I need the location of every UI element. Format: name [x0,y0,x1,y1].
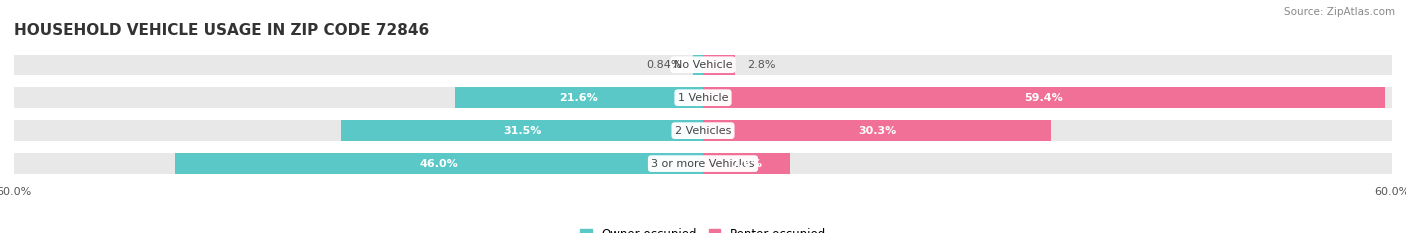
Bar [703,153,790,174]
Bar [703,55,735,75]
Bar [693,55,703,75]
Bar [14,87,1392,108]
Text: 7.6%: 7.6% [731,159,762,169]
Text: No Vehicle: No Vehicle [673,60,733,70]
Text: Source: ZipAtlas.com: Source: ZipAtlas.com [1284,7,1395,17]
Bar [703,120,1050,141]
Text: 2 Vehicles: 2 Vehicles [675,126,731,136]
Bar [14,55,1392,75]
Bar [14,120,1392,141]
Legend: Owner-occupied, Renter-occupied: Owner-occupied, Renter-occupied [575,224,831,233]
Bar [703,87,1385,108]
Text: 30.3%: 30.3% [858,126,896,136]
Text: HOUSEHOLD VEHICLE USAGE IN ZIP CODE 72846: HOUSEHOLD VEHICLE USAGE IN ZIP CODE 7284… [14,24,429,38]
Bar [342,120,703,141]
Text: 3 or more Vehicles: 3 or more Vehicles [651,159,755,169]
Text: 21.6%: 21.6% [560,93,599,103]
Text: 46.0%: 46.0% [419,159,458,169]
Text: 0.84%: 0.84% [647,60,682,70]
Text: 31.5%: 31.5% [503,126,541,136]
Bar [456,87,703,108]
Text: 2.8%: 2.8% [747,60,775,70]
Text: 59.4%: 59.4% [1025,93,1063,103]
Text: 1 Vehicle: 1 Vehicle [678,93,728,103]
Bar [14,153,1392,174]
Bar [174,153,703,174]
